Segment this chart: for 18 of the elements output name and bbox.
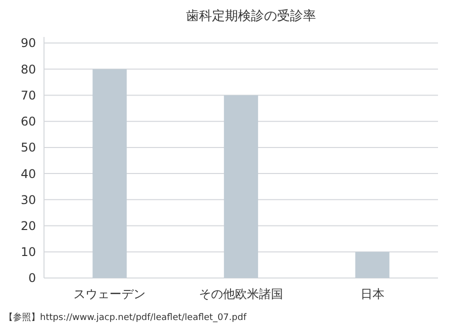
y-tick-label: 20 bbox=[20, 218, 36, 233]
y-tick-label: 70 bbox=[20, 88, 36, 102]
y-tick-label: 90 bbox=[20, 36, 36, 50]
y-tick-label: 0 bbox=[28, 271, 36, 286]
y-tick-label: 40 bbox=[20, 166, 36, 181]
bar bbox=[355, 252, 390, 278]
bar bbox=[224, 95, 258, 278]
chart-title: 歯科定期検診の受診率 bbox=[186, 8, 316, 24]
x-tick-label: その他欧米諸国 bbox=[199, 287, 283, 301]
y-tick-label: 60 bbox=[20, 114, 36, 129]
bar bbox=[92, 69, 127, 278]
y-tick-label: 10 bbox=[20, 245, 36, 260]
x-tick-label: 日本 bbox=[360, 287, 384, 301]
y-tick-label: 30 bbox=[20, 192, 36, 207]
x-tick-label: スウェーデン bbox=[74, 287, 146, 301]
y-tick-label: 80 bbox=[20, 62, 36, 76]
y-tick-label: 50 bbox=[20, 140, 36, 155]
text: 【参照】https://www.jacp.net/pdf/leaflet/leaflet_07.pdf bbox=[4, 312, 248, 323]
